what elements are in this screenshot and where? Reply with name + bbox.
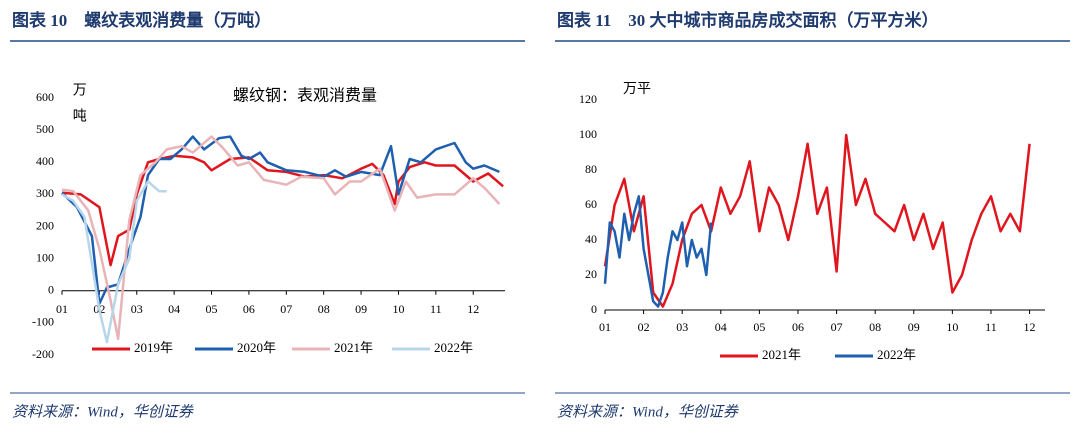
y-tick-label: 100 [579,127,597,141]
line [61,135,500,305]
legend-label: 2021年 [334,340,373,355]
y-tick-label: 0 [591,302,597,316]
y-tick-label: 200 [36,218,54,232]
x-tick-label: 05 [206,302,218,316]
line [603,133,1031,308]
x-tick-label: 03 [676,320,688,334]
legend-label: 2020年 [237,340,276,355]
y-axis-label: 万平 [623,82,651,97]
legend-label: 2022年 [434,340,473,355]
y-tick-label: 400 [36,154,54,168]
y-tick-label: 60 [585,197,597,211]
y-tick-label: 120 [579,92,597,106]
x-tick-label: 10 [392,302,404,316]
x-tick-label: 04 [715,320,727,334]
y-tick-label: 500 [36,122,54,136]
x-tick-label: 11 [985,320,997,334]
y-tick-label: 600 [36,90,54,104]
x-tick-label: 01 [599,320,611,334]
x-tick-label: 09 [355,302,367,316]
y-axis-label: 万吨 [71,82,87,134]
x-tick-label: 08 [318,302,330,316]
line [61,135,501,341]
x-tick-label: 03 [131,302,143,316]
y-tick-label: 40 [585,232,597,246]
y-tick-label: -200 [32,347,54,361]
x-tick-label: 07 [280,302,292,316]
x-tick-label: 02 [638,320,650,334]
line [603,195,713,308]
chart-title: 图表 11 30 大中城市商品房成交面积（万平方米） [557,10,939,30]
x-tick-label: 06 [792,320,804,334]
source: 资料来源：Wind，华创证券 [557,403,739,420]
x-tick-label: 07 [831,320,843,334]
y-tick-label: 300 [36,186,54,200]
x-tick-label: 10 [946,320,958,334]
x-tick-label: 06 [243,302,255,316]
x-tick-label: 12 [467,302,479,316]
x-tick-label: 08 [869,320,881,334]
legend-label: 2019年 [134,340,173,355]
x-tick-label: 12 [1024,320,1036,334]
x-tick-label: 05 [753,320,765,334]
legend-label: 2021年 [762,347,801,362]
x-tick-label: 09 [908,320,920,334]
y-tick-label: 80 [585,162,597,176]
x-tick-label: 01 [56,302,68,316]
x-tick-label: 04 [168,302,180,316]
y-tick-label: 20 [585,267,597,281]
annotation: 螺纹钢：表观消费量 [233,87,377,105]
chart-title: 图表 10 螺纹表观消费量（万吨） [12,10,271,30]
y-tick-label: 100 [36,250,54,264]
y-tick-label: -100 [32,315,54,329]
line [61,154,504,267]
source: 资料来源：Wind，华创证券 [12,403,194,420]
line [61,180,167,344]
y-tick-label: 0 [48,283,54,297]
x-tick-label: 11 [430,302,442,316]
legend-label: 2022年 [877,347,916,362]
